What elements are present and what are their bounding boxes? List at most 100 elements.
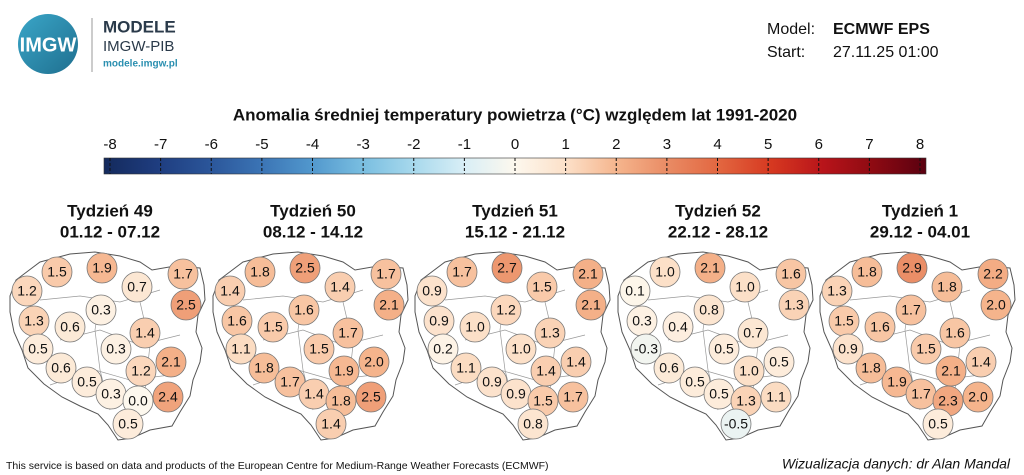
colorbar-tick-label: 7 [865, 136, 873, 153]
station-value: 0.6 [51, 360, 71, 376]
org: IMGW-PIB [103, 38, 174, 55]
station-marker [760, 381, 792, 413]
station-value: 0.6 [659, 360, 679, 376]
station-marker [895, 294, 927, 326]
station-value: 1.3 [540, 325, 560, 341]
station-value: 1.3 [784, 297, 804, 313]
station-marker [121, 271, 153, 303]
station-value: 0.5 [118, 416, 138, 432]
station-marker [155, 346, 187, 378]
station-value: 1.5 [47, 264, 67, 280]
station-marker [526, 271, 558, 303]
station-value: 1.7 [452, 264, 472, 280]
station-marker [708, 333, 740, 365]
station-value: 1.9 [887, 374, 907, 390]
station-value: 1.6 [294, 302, 314, 318]
station-value: 0.7 [743, 325, 763, 341]
week-dates: 15.12 - 21.12 [465, 222, 565, 241]
station-marker [446, 256, 478, 288]
station-value: 0.3 [101, 386, 121, 402]
station-value: 0.3 [632, 313, 652, 329]
week-title: Tydzień 52 [675, 201, 761, 220]
station-marker [358, 346, 390, 378]
station-value: 1.7 [173, 266, 193, 282]
station-value: 1.8 [937, 279, 957, 295]
station-marker [100, 333, 132, 365]
station-value: 1.4 [220, 283, 240, 299]
station-value: 0.2 [433, 341, 453, 357]
station-value: 0.9 [422, 283, 442, 299]
week-dates: 22.12 - 28.12 [668, 222, 768, 241]
station-value: 0.5 [769, 354, 789, 370]
station-value: 1.0 [655, 264, 675, 280]
colorbar-tick-label: 4 [713, 136, 721, 153]
station-value: 2.1 [379, 297, 399, 313]
station-marker [560, 346, 592, 378]
station-value: 2.4 [158, 389, 178, 405]
station-marker [572, 258, 604, 290]
station-value: 1.1 [456, 360, 476, 376]
station-marker [355, 381, 387, 413]
station-value: 1.1 [231, 341, 251, 357]
credit: Wizualizacja danych: dr Alan Mandal [782, 456, 1011, 472]
station-marker [557, 381, 589, 413]
logo [18, 14, 78, 74]
station-value: 1.4 [304, 386, 324, 402]
station-marker [459, 311, 491, 343]
station-value: 1.7 [901, 302, 921, 318]
station-value: 1.7 [563, 389, 583, 405]
station-value: 2.1 [578, 266, 598, 282]
station-value: 0.0 [128, 393, 148, 409]
station-marker [775, 258, 807, 290]
station-marker [896, 252, 928, 284]
station-value: 1.7 [280, 374, 300, 390]
station-marker [373, 289, 405, 321]
station-marker [851, 256, 883, 288]
station-marker [662, 311, 694, 343]
station-value: 2.1 [700, 260, 720, 276]
station-value: 1.4 [330, 279, 350, 295]
station-marker [821, 275, 853, 307]
station-value: 1.5 [532, 279, 552, 295]
station-marker [170, 289, 202, 321]
station-value: 0.8 [699, 302, 719, 318]
station-value: 1.2 [496, 302, 516, 318]
station-marker [54, 311, 86, 343]
station-value: 1.7 [338, 325, 358, 341]
station-marker [85, 294, 117, 326]
station-value: 1.3 [827, 283, 847, 299]
station-marker [248, 352, 280, 384]
station-marker [517, 408, 549, 440]
station-value: 0.5 [709, 386, 729, 402]
station-value: 1.8 [331, 393, 351, 409]
station-marker [910, 333, 942, 365]
station-value: 0.4 [668, 319, 688, 335]
station-value: 2.5 [361, 389, 381, 405]
colorbar-tick-label: 0 [511, 136, 519, 153]
station-value: 0.5 [77, 374, 97, 390]
station-marker [315, 408, 347, 440]
station-marker [649, 256, 681, 288]
station-value: 1.0 [739, 363, 759, 379]
colorbar-tick-label: 5 [764, 136, 772, 153]
week-dates: 29.12 - 04.01 [870, 222, 970, 241]
station-marker [86, 252, 118, 284]
station-marker [939, 317, 971, 349]
station-marker [22, 333, 54, 365]
station-value: 1.6 [781, 266, 801, 282]
start-label: Start: [767, 44, 805, 61]
station-value: 2.1 [161, 354, 181, 370]
station-value: 1.7 [911, 386, 931, 402]
station-value: 1.6 [870, 319, 890, 335]
logo-text: IMGW [20, 34, 77, 56]
url[interactable]: modele.imgw.pl [103, 59, 178, 70]
station-marker [129, 317, 161, 349]
colorbar-tick-label: 1 [561, 136, 569, 153]
station-marker [41, 256, 73, 288]
station-value: 1.5 [834, 313, 854, 329]
station-value: 1.7 [376, 266, 396, 282]
station-value: 2.0 [968, 389, 988, 405]
station-value: 0.5 [685, 374, 705, 390]
station-value: 1.3 [736, 393, 756, 409]
